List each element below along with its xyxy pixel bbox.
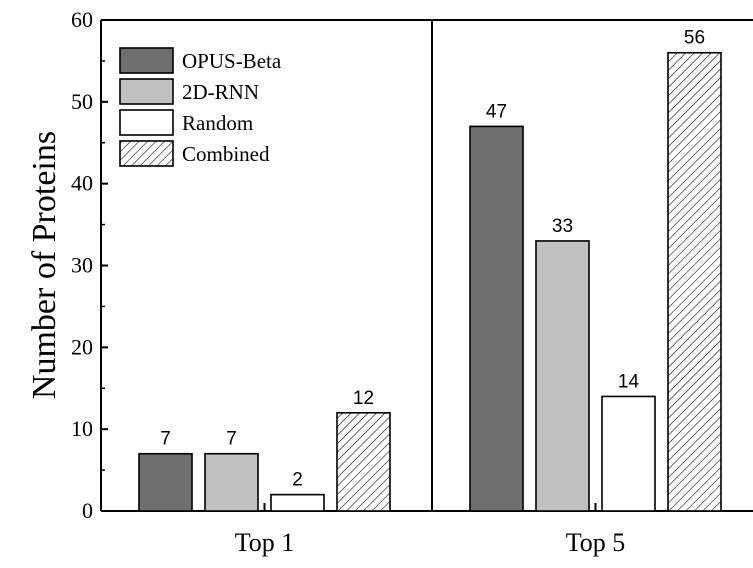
bar-opus-beta-top-5 xyxy=(469,125,524,512)
data-label-3-0: 12 xyxy=(353,388,374,409)
bar-combined-top-5 xyxy=(667,51,722,512)
bar-2d-rnn-top-1 xyxy=(204,452,259,512)
data-label-1-0: 7 xyxy=(226,429,237,450)
legend-swatch-0 xyxy=(119,47,174,74)
x-tick-label-1: Top 5 xyxy=(566,528,626,557)
bar-2d-rnn-top-5 xyxy=(535,240,590,512)
y-tick-label-3: 30 xyxy=(71,253,93,278)
data-label-0-0: 7 xyxy=(160,429,171,450)
bar-random-top-1 xyxy=(270,493,325,512)
legend-label-0: OPUS-Beta xyxy=(182,49,282,73)
x-tick-label-0: Top 1 xyxy=(235,528,295,557)
legend-label-1: 2D-RNN xyxy=(182,80,259,104)
legend-label-3: Combined xyxy=(182,142,270,166)
data-label-0-1: 47 xyxy=(486,101,507,122)
data-label-2-0: 2 xyxy=(292,470,303,491)
data-label-1-1: 33 xyxy=(552,216,573,237)
data-label-2-1: 14 xyxy=(618,371,640,392)
y-tick-label-2: 20 xyxy=(71,334,93,359)
legend-swatch-3 xyxy=(119,140,174,167)
data-label-3-1: 56 xyxy=(684,28,705,49)
bar-random-top-5 xyxy=(601,395,656,512)
legend-swatch-1 xyxy=(119,78,174,105)
y-tick-label-6: 60 xyxy=(71,7,93,32)
y-tick-label-1: 10 xyxy=(71,416,93,441)
y-tick-label-0: 0 xyxy=(82,498,93,523)
y-tick-label-4: 40 xyxy=(71,171,93,196)
legend-swatch-2 xyxy=(119,109,174,136)
bar-combined-top-1 xyxy=(336,411,391,512)
plot-area: 0 10 20 30 40 50 60 7 7 2 12 Top 1 47 33 14 56 Top 5 OPUS… xyxy=(71,7,753,557)
y-tick-label-5: 50 xyxy=(71,89,93,114)
y-axis-label: Number of Proteins xyxy=(26,131,63,399)
legend-label-2: Random xyxy=(182,111,253,135)
bar-opus-beta-top-1 xyxy=(138,452,193,512)
